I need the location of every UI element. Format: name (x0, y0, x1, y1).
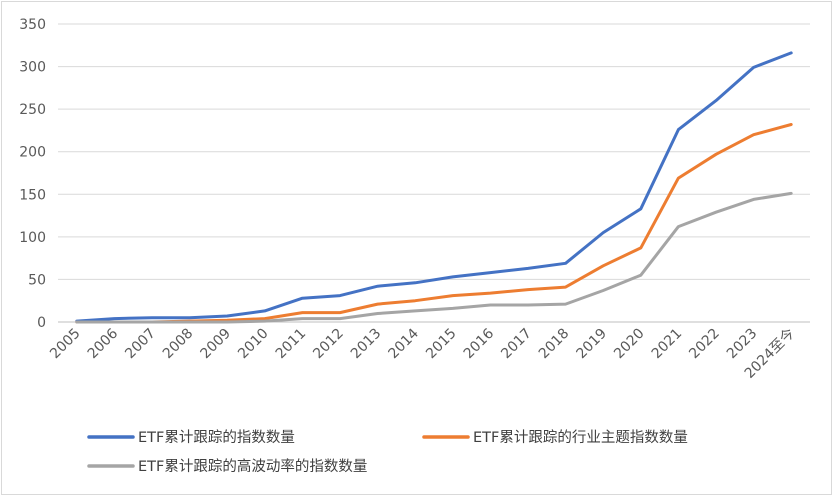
x-tick-label: 2008 (160, 326, 197, 363)
x-tick-label: 2006 (85, 325, 122, 362)
x-tick-label: 2013 (348, 326, 385, 363)
legend: ETF累计跟踪的指数数量 ETF累计跟踪的行业主题指数数量 ETF累计跟踪的高波动率… (87, 429, 688, 475)
x-tick-label: 2016 (461, 325, 498, 362)
x-tick-label: 2010 (235, 326, 272, 363)
x-axis-ticks: 2005 2006 2007 2008 2009 2010 2011 2012 2013 2014… (47, 325, 798, 381)
y-tick-label: 150 (19, 187, 46, 203)
x-tick-label: 2020 (611, 326, 648, 363)
x-tick-label: 2019 (574, 326, 611, 363)
y-tick-label: 50 (28, 272, 46, 288)
series-lines (75, 51, 793, 324)
y-axis-ticks: 0 50 100 150 200 250 300 350 (19, 17, 46, 331)
legend-label-2: ETF累计跟踪的高波动率的指数数量 (138, 458, 367, 475)
x-tick-label: 2007 (122, 326, 159, 363)
series-line-0 (75, 51, 793, 323)
x-tick-label: 2022 (686, 326, 723, 363)
legend-label-1: ETF累计跟踪的行业主题指数数量 (473, 429, 688, 446)
legend-label-0: ETF累计跟踪的指数数量 (138, 429, 295, 446)
y-tick-label: 300 (19, 60, 46, 76)
x-tick-label: 2009 (198, 326, 235, 363)
gridlines (58, 23, 810, 323)
x-tick-label: 2021 (649, 326, 686, 363)
series-line-2 (75, 191, 793, 324)
x-tick-label: 2012 (310, 326, 347, 363)
x-tick-label: 2018 (536, 326, 573, 363)
y-tick-label: 350 (19, 17, 46, 33)
y-tick-label: 200 (19, 145, 46, 161)
x-tick-label: 2014 (386, 325, 423, 362)
x-tick-label: 2015 (423, 326, 460, 363)
x-tick-label: 2017 (498, 326, 535, 363)
x-tick-label: 2005 (47, 326, 84, 363)
x-tick-label: 2011 (273, 326, 310, 363)
y-tick-label: 0 (37, 315, 46, 331)
y-tick-label: 250 (19, 102, 46, 118)
y-tick-label: 100 (19, 230, 46, 246)
